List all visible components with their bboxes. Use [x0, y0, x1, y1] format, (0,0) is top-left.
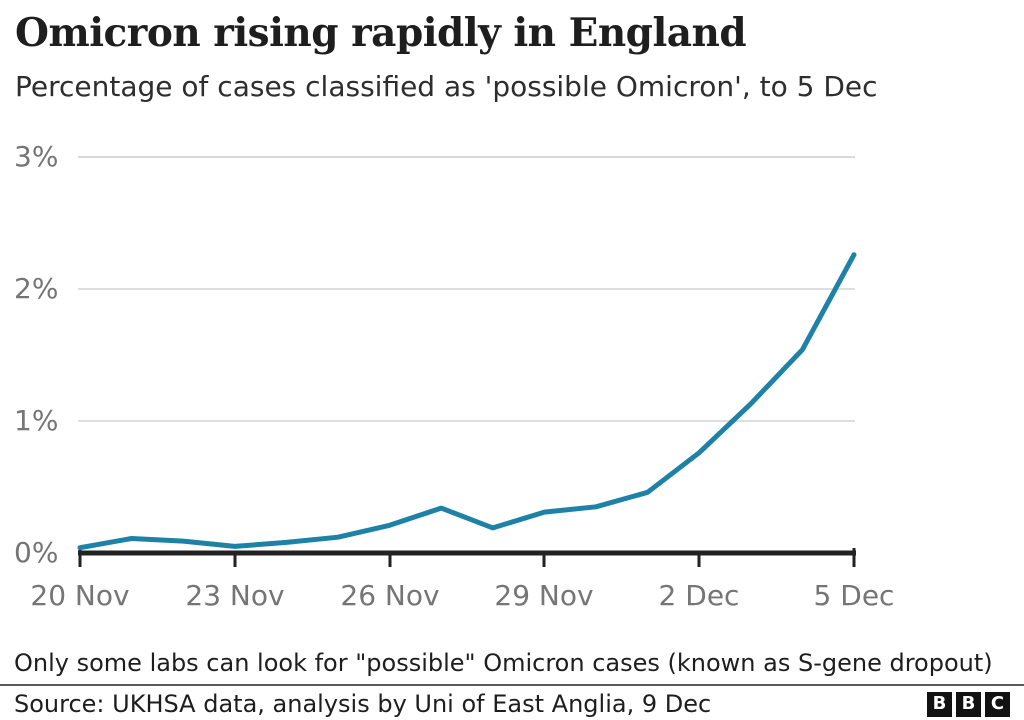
- x-tick-label-2dec: 2 Dec: [658, 579, 740, 612]
- chart-subtitle: Percentage of cases classified as 'possi…: [15, 70, 878, 103]
- footer-row: Source: UKHSA data, analysis by Uni of E…: [14, 690, 1010, 718]
- bbc-logo-block-c: C: [985, 691, 1010, 717]
- x-tick-label-26nov: 26 Nov: [340, 579, 440, 612]
- chart-title: Omicron rising rapidly in England: [15, 10, 747, 56]
- y-tick-label-0pct: 0%: [14, 536, 59, 569]
- x-tick-label-5dec: 5 Dec: [813, 579, 895, 612]
- omicron-series-line: [77, 252, 857, 551]
- bbc-logo-block-b2: B: [956, 691, 981, 717]
- bbc-logo-block-b1: B: [927, 691, 952, 717]
- footer-divider: [0, 684, 1024, 686]
- y-tick-label-2pct: 2%: [14, 272, 59, 305]
- x-tick-label-20nov: 20 Nov: [30, 579, 130, 612]
- bbc-logo: B B C: [927, 691, 1010, 717]
- x-tick-label-29nov: 29 Nov: [494, 579, 594, 612]
- x-tick-label-23nov: 23 Nov: [185, 579, 285, 612]
- chart-footnote: Only some labs can look for "possible" O…: [14, 649, 993, 677]
- y-tick-label-3pct: 3%: [14, 140, 59, 173]
- y-tick-label-1pct: 1%: [14, 404, 59, 437]
- source-attribution: Source: UKHSA data, analysis by Uni of E…: [14, 689, 712, 718]
